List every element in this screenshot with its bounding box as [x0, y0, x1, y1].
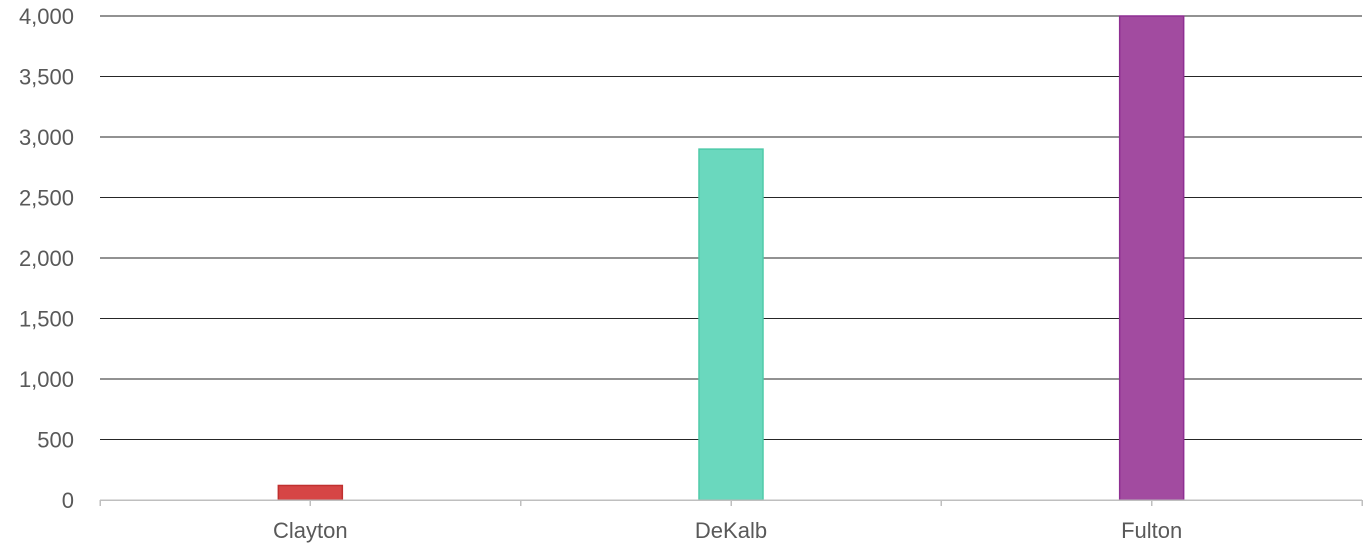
y-tick-label: 3,000	[19, 125, 74, 150]
x-axis	[99, 499, 1363, 506]
bars	[277, 15, 1185, 501]
x-tick-label: Clayton	[273, 518, 348, 543]
y-tick-label: 3,500	[19, 65, 74, 90]
y-tick-label: 4,000	[19, 4, 74, 29]
y-tick-label: 2,500	[19, 186, 74, 211]
bar-fulton	[1118, 15, 1185, 501]
bar-clayton	[277, 484, 344, 501]
y-tick-label: 1,000	[19, 367, 74, 392]
x-tick-label: Fulton	[1121, 518, 1182, 543]
y-tick-label: 2,000	[19, 246, 74, 271]
x-axis-tick-labels: Clayton DeKalb Fulton	[273, 518, 1182, 543]
y-axis-tick-labels: 0 500 1,000 1,500 2,000 2,500 3,000 3,500 4,000	[19, 4, 74, 513]
bar-dekalb	[698, 148, 764, 501]
y-tick-label: 500	[37, 428, 74, 453]
y-tick-label: 0	[62, 488, 74, 513]
y-tick-label: 1,500	[19, 307, 74, 332]
x-tick-label: DeKalb	[695, 518, 767, 543]
